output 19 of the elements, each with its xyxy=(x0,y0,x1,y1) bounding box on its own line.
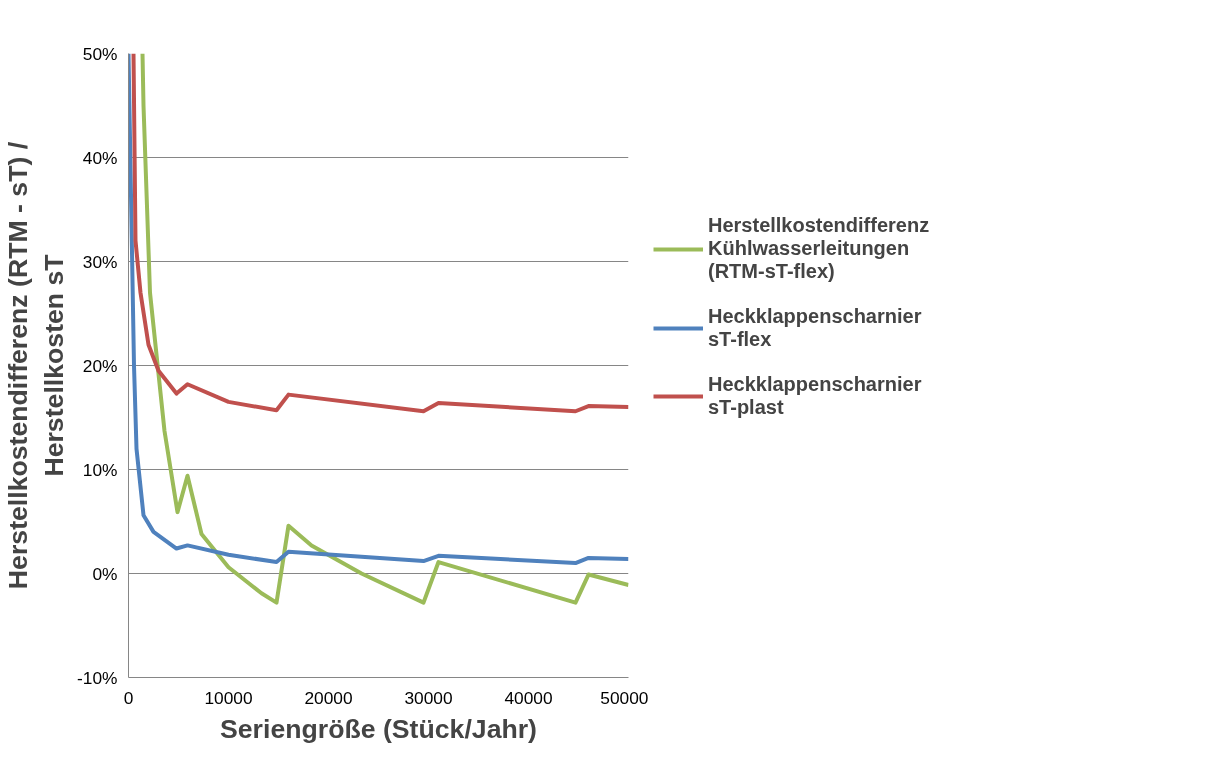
x-tick-label: 30000 xyxy=(404,687,453,708)
y-tick-label: 50% xyxy=(82,43,118,64)
x-axis-title: Seriengröße (Stück/Jahr) xyxy=(220,713,537,744)
y-axis-title: Herstellkostendifferenz (RTM - sT) / Herstellkosten sT xyxy=(3,141,70,590)
x-tick-label: 50000 xyxy=(600,687,649,708)
legend-label: Heckklappenscharnier sT-plast xyxy=(708,373,922,419)
y-tick-label: 10% xyxy=(82,459,118,480)
x-tick-label: 40000 xyxy=(504,687,553,708)
x-tick-label: 0 xyxy=(123,687,134,708)
line-series xyxy=(131,53,629,414)
x-tick-label: 20000 xyxy=(304,687,353,708)
legend-label: Herstellkostendifferenz Kühlwasserleitungen (RTM-sT-flex) xyxy=(708,214,930,283)
y-tick-label: -10% xyxy=(77,667,118,688)
x-tick-label: 10000 xyxy=(204,687,253,708)
y-tick-label: 20% xyxy=(82,355,118,376)
y-tick-label: 0% xyxy=(92,563,118,584)
y-tick-label: 30% xyxy=(82,251,118,272)
y-tick-label: 40% xyxy=(82,147,118,168)
legend-label: Heckklappenscharnier sT-flex xyxy=(708,305,922,351)
